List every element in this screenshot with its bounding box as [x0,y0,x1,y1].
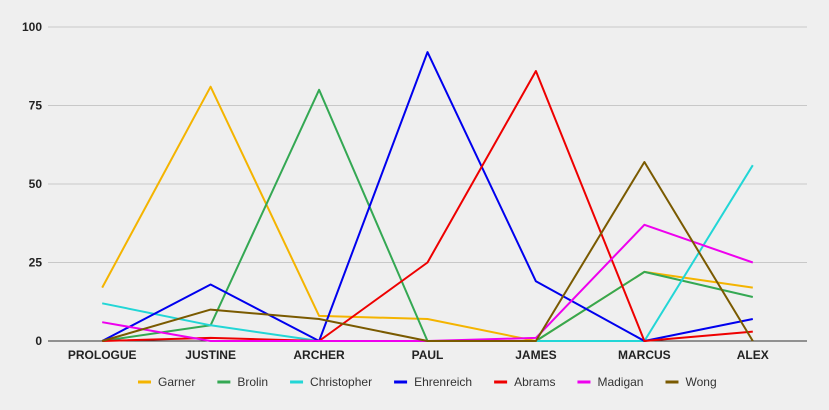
series-line-garner [101,85,753,342]
series-line-ehrenreich [101,51,753,342]
x-tick-label: JAMES [515,348,556,362]
series-line-wong [101,161,754,342]
legend-label: Ehrenreich [414,375,472,389]
y-tick-label: 100 [22,20,42,34]
x-tick-label: MARCUS [618,348,671,362]
y-tick-label: 25 [29,256,43,270]
y-tick-label: 50 [29,177,43,191]
legend-label: Garner [158,375,195,389]
x-tick-label: JUSTINE [185,348,236,362]
legend-item-garner[interactable]: Garner [138,375,195,389]
series-lines [101,51,754,342]
legend-item-abrams[interactable]: Abrams [494,375,555,389]
legend-label: Christopher [310,375,372,389]
legend: Garner Brolin Christopher Ehrenreich Abrams M… [138,375,717,389]
y-axis-ticks: 0 25 50 75 100 [22,20,42,348]
legend-item-ehrenreich[interactable]: Ehrenreich [394,375,472,389]
legend-label: Wong [685,375,716,389]
legend-item-christopher[interactable]: Christopher [290,375,372,389]
legend-label: Madigan [597,375,643,389]
x-axis-ticks: PROLOGUE JUSTINE ARCHER PAUL JAMES MARCUS ALEX [68,348,769,362]
grid-lines [48,26,807,342]
y-tick-label: 0 [35,334,42,348]
legend-label: Brolin [237,375,268,389]
legend-item-madigan[interactable]: Madigan [577,375,643,389]
series-line-christopher [102,164,754,342]
x-tick-label: PROLOGUE [68,348,137,362]
x-tick-label: ARCHER [293,348,345,362]
series-line-abrams [102,70,753,342]
x-tick-label: PAUL [412,348,444,362]
series-line-brolin [102,88,754,342]
legend-item-wong[interactable]: Wong [665,375,717,389]
legend-item-brolin[interactable]: Brolin [217,375,268,389]
y-tick-label: 75 [29,99,43,113]
x-tick-label: ALEX [737,348,769,362]
legend-label: Abrams [514,375,555,389]
